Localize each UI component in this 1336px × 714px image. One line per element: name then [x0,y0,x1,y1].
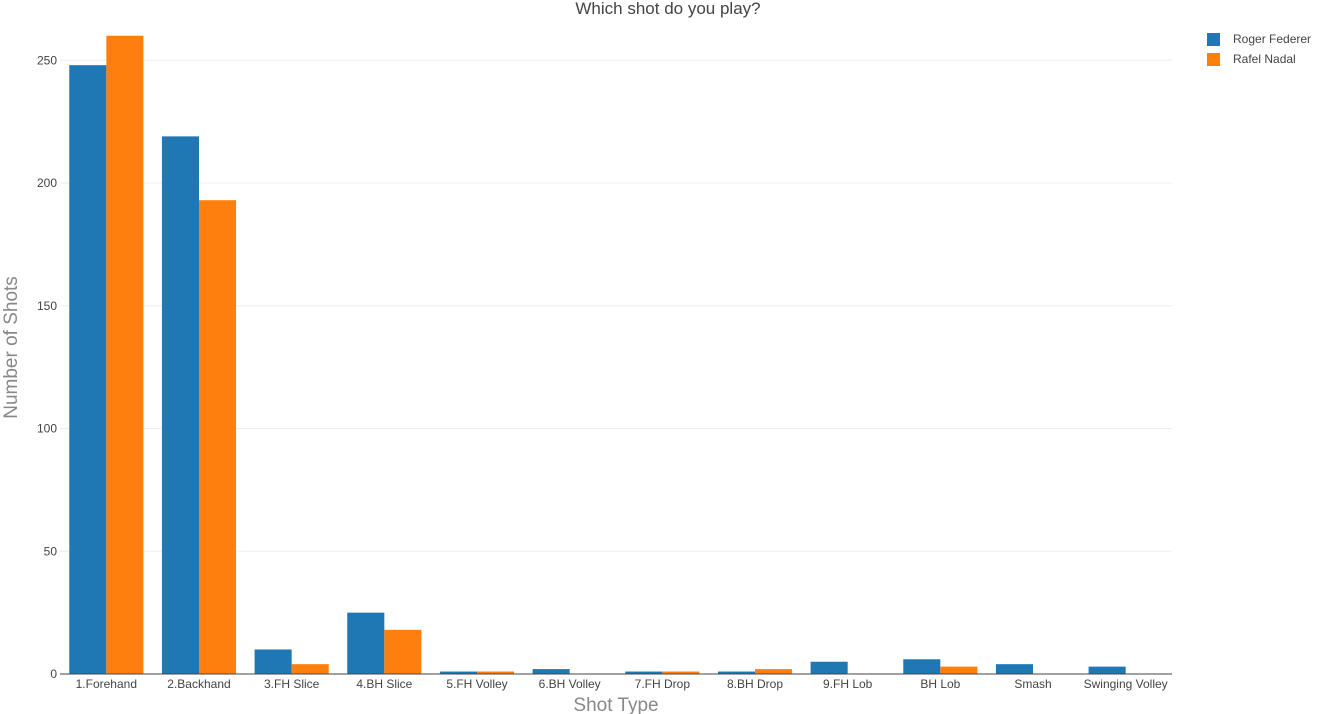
y-axis-ticks: 0 50 100 150 200 250 [37,53,57,681]
bar-rafel-nadal-3-fh-slice [291,664,329,674]
x-tick-label-bh-lob: BH Lob [920,677,960,691]
legend-label-rafel-nadal: Rafel Nadal [1233,52,1296,66]
bar-roger-federer-9-fh-lob [810,661,848,674]
x-tick-label-2-backhand: 2.Backhand [167,677,230,691]
x-tick-label-7-fh-drop: 7.FH Drop [635,677,691,691]
legend-swatch-rafel-nadal [1207,53,1220,66]
x-tick-label-9-fh-lob: 9.FH Lob [823,677,873,691]
chart-title: Which shot do you play? [575,0,760,18]
bar-roger-federer-4-bh-slice [347,612,385,674]
x-tick-label-4-bh-slice: 4.BH Slice [356,677,412,691]
bar-roger-federer-1-forehand [69,65,107,674]
y-tick-label-50: 50 [44,544,58,558]
y-tick-label-250: 250 [37,53,57,67]
bar-rafel-nadal-4-bh-slice [384,629,422,674]
y-tick-label-0: 0 [50,667,57,681]
bar-roger-federer-7-fh-drop [625,671,663,674]
y-tick-label-100: 100 [37,422,57,436]
y-tick-label-150: 150 [37,299,57,313]
bar-rafel-nadal-2-backhand [199,200,237,674]
bar-roger-federer-5-fh-volley [439,671,477,674]
legend: Roger Federer Rafel Nadal [1207,32,1311,66]
x-tick-label-swinging-volley: Swinging Volley [1084,677,1168,691]
bar-roger-federer-8-bh-drop [717,671,755,674]
bar-roger-federer-bh-lob [903,659,941,674]
bar-rafel-nadal-bh-lob [940,666,978,674]
gridlines [60,59,1172,552]
x-tick-label-5-fh-volley: 5.FH Volley [446,677,507,691]
bar-rafel-nadal-7-fh-drop [662,671,700,674]
y-axis-title: Number of Shots [1,276,22,419]
bar-roger-federer-smash [995,664,1033,674]
bar-rafel-nadal-1-forehand [106,35,144,675]
x-tick-label-6-bh-volley: 6.BH Volley [539,677,601,691]
x-tick-label-1-forehand: 1.Forehand [76,677,137,691]
x-tick-label-smash: Smash [1014,677,1051,691]
y-tick-label-200: 200 [37,176,57,190]
x-axis-ticks: 1.Forehand 2.Backhand 3.FH Slice 4.BH Slice… [76,677,1168,691]
bar-roger-federer-swinging-volley [1088,666,1126,674]
bars [69,35,1126,675]
bar-rafel-nadal-8-bh-drop [755,669,793,674]
x-axis-title: Shot Type [573,695,658,714]
bar-roger-federer-2-backhand [161,136,199,674]
legend-swatch-roger-federer [1207,33,1220,46]
bar-roger-federer-3-fh-slice [254,649,292,674]
bar-roger-federer-6-bh-volley [532,669,570,674]
x-tick-label-3-fh-slice: 3.FH Slice [264,677,320,691]
legend-label-roger-federer: Roger Federer [1233,32,1311,46]
bar-rafel-nadal-5-fh-volley [477,671,515,674]
x-tick-label-8-bh-drop: 8.BH Drop [727,677,783,691]
